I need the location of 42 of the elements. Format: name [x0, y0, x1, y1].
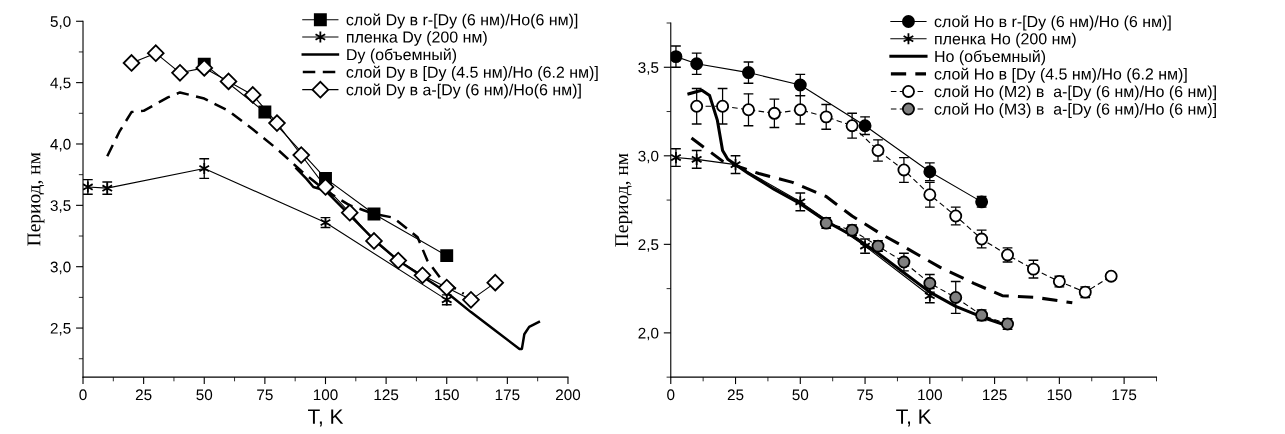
legend-label: слой Ho (M2) в a-[Dy (6 нм)/Ho (6 нм)] [934, 85, 1216, 101]
y-tick-label: 3,5 [50, 200, 71, 213]
legend-label: пленка Ho (200 нм) [935, 32, 1076, 48]
y-axis-title: Период, нм [615, 153, 633, 247]
legend-label: слой Dy в [Dy (4.5 нм)/Ho (6.2 нм)] [346, 65, 598, 81]
y-tick-label: 4,5 [50, 77, 71, 91]
y-tick-label: 3,0 [638, 150, 659, 164]
x-tick-label: 175 [1112, 389, 1137, 401]
x-axis-title: T, K [896, 409, 932, 427]
x-tick-label: 75 [257, 389, 273, 401]
x-tick-label: 200 [555, 389, 581, 401]
legend-label: слой Dy в a-[Dy (6 нм)/Ho(6 нм)] [346, 83, 581, 99]
x-tick-label: 175 [495, 389, 520, 401]
y-tick-label: 4,0 [50, 138, 71, 152]
x-tick-label: 25 [135, 389, 152, 401]
legend-label: слой Ho (M3) в a-[Dy (6 нм)/Ho (6 нм)] [934, 102, 1216, 118]
y-tick-label: 3,0 [50, 261, 71, 275]
legend-label: слой Dy в r-[Dy (6 нм)/Ho(6 нм)] [346, 13, 578, 29]
x-tick-label: 100 [313, 389, 338, 401]
x-tick-label: 0 [79, 389, 87, 401]
y-tick-label: 2,5 [638, 239, 659, 252]
x-tick-label: 150 [435, 389, 459, 401]
y-tick-label: 2,5 [50, 322, 71, 336]
x-tick-label: 100 [918, 389, 942, 401]
y-tick-label: 5,0 [50, 16, 71, 29]
x-tick-label: 150 [1047, 389, 1072, 401]
x-axis-title: T, K [308, 409, 344, 427]
legend-label: Ho (объемный) [935, 50, 1046, 66]
x-tick-label: 50 [792, 389, 809, 401]
x-tick-label: 125 [374, 389, 399, 401]
x-tick-label: 25 [727, 389, 744, 401]
x-tick-label: 125 [983, 389, 1007, 401]
legend-label: пленка Dy (200 нм) [347, 30, 487, 46]
x-tick-label: 0 [667, 389, 675, 401]
x-tick-label: 75 [857, 389, 873, 401]
legend-label: Dy (объемный) [347, 48, 457, 64]
x-tick-label: 50 [196, 389, 213, 401]
y-tick-label: 3,5 [638, 62, 659, 75]
legend-label: слой Ho в [Dy (4.5 нм)/Ho (6.2 нм)] [934, 67, 1187, 83]
y-tick-label: 2,0 [638, 327, 659, 341]
y-axis-title: Период, нм [27, 152, 45, 246]
legend-label: слой Ho в r-[Dy (6 нм)/Ho (6 нм)] [934, 15, 1171, 31]
